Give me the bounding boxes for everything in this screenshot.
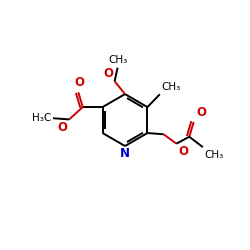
Text: O: O bbox=[178, 145, 188, 158]
Text: O: O bbox=[58, 121, 68, 134]
Text: O: O bbox=[74, 76, 84, 89]
Text: CH₃: CH₃ bbox=[161, 82, 180, 92]
Text: CH₃: CH₃ bbox=[204, 150, 223, 160]
Text: O: O bbox=[103, 67, 113, 80]
Text: CH₃: CH₃ bbox=[108, 55, 128, 65]
Text: N: N bbox=[120, 147, 130, 160]
Text: O: O bbox=[196, 106, 206, 120]
Text: H₃C: H₃C bbox=[32, 113, 51, 123]
